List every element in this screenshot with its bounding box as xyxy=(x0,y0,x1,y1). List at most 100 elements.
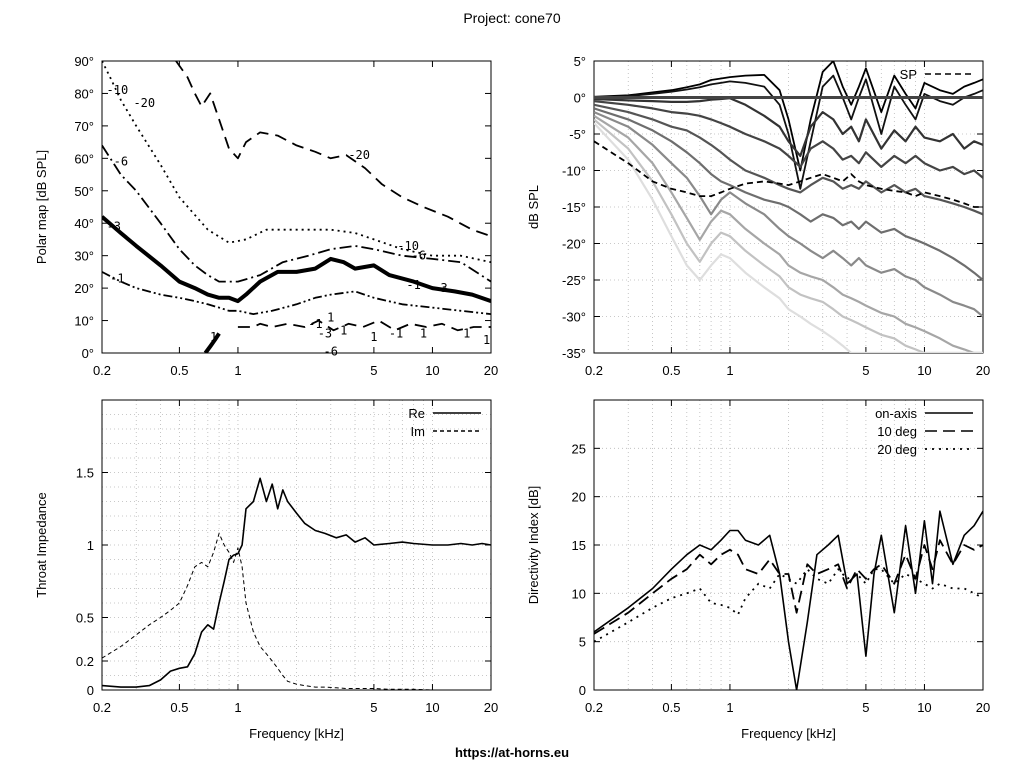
y-tick-label: -30° xyxy=(562,310,586,325)
y-tick-label: -35° xyxy=(562,346,586,361)
legend: on-axis 10 deg 20 deg xyxy=(875,406,973,457)
x-tick-label: 0.5 xyxy=(170,700,188,715)
contour-label: -6 xyxy=(324,344,338,358)
contour-label: 1 xyxy=(420,327,427,341)
y-axis-label: dB SPL xyxy=(526,185,541,229)
legend-label: SP xyxy=(900,67,917,82)
plot-frame xyxy=(101,60,492,354)
contour-label: -1 xyxy=(389,327,403,341)
y-tick-label: 20 xyxy=(572,490,586,505)
y-axis-label: Polar map [dB SPL] xyxy=(34,150,49,264)
page-title: Project: cone70 xyxy=(463,10,560,26)
panel-polar: 0.2 0.5 1 5 10 20 0° 10° 20° 30° 40° 50° 60° 70° 80° 90… xyxy=(34,54,498,378)
y-tick-label: -15° xyxy=(562,200,586,215)
legend-label: 20 deg xyxy=(877,442,917,457)
contour-line-1 xyxy=(203,332,221,353)
contour-label: 1 xyxy=(370,330,377,344)
y-tick-label: -20° xyxy=(562,237,586,252)
y-tick-label: -5° xyxy=(569,127,586,142)
panel-spl: 0.2 0.5 1 5 10 20 5° 0° -5° -10° -15° -20° -25° -30° -… xyxy=(526,54,990,378)
contour-label: -6 xyxy=(411,249,425,263)
x-tick-label: 20 xyxy=(976,700,990,715)
contour-line--10 xyxy=(102,61,491,264)
y-axis-label: Directivity Index [dB] xyxy=(526,486,541,605)
series-line-3 xyxy=(594,100,983,179)
y-tick-label: 40° xyxy=(74,216,94,231)
x-tick-label: 5 xyxy=(862,700,869,715)
contour-line--1 xyxy=(102,271,491,316)
contour-line--20 xyxy=(175,61,491,238)
y-tick-label: 5° xyxy=(574,54,586,69)
plot-area xyxy=(594,510,983,690)
series-line-8 xyxy=(594,118,983,353)
contour-label: -20 xyxy=(133,96,155,110)
y-axis-label: Throat Impedance xyxy=(34,492,49,598)
x-tick-label: 5 xyxy=(370,700,377,715)
series-line-im xyxy=(102,532,491,690)
series-line-on-axis xyxy=(594,510,983,690)
series-line-0 xyxy=(594,61,983,172)
contour-label: 1 xyxy=(340,323,347,337)
series-line-re xyxy=(102,477,491,688)
x-tick-label: 10 xyxy=(425,700,439,715)
x-tick-label: 1 xyxy=(234,363,241,378)
x-tick-label: 20 xyxy=(484,700,498,715)
y-tick-label: 60° xyxy=(74,151,94,166)
series-line-sp xyxy=(594,140,983,208)
y-tick-label: -25° xyxy=(562,273,586,288)
series-line-20-deg xyxy=(594,568,983,643)
legend: Re Im xyxy=(408,406,481,439)
contour-line--3 xyxy=(102,215,491,304)
x-tick-label: 20 xyxy=(484,363,498,378)
y-tick-label: 0 xyxy=(579,683,586,698)
y-tick-label: 1 xyxy=(87,538,94,553)
contour-label: 1 xyxy=(327,310,334,324)
legend: SP xyxy=(900,67,973,82)
x-axis-label: Frequency [kHz] xyxy=(249,726,344,741)
y-tick-label: 90° xyxy=(74,54,94,69)
series-line-4 xyxy=(594,103,983,216)
x-tick-label: 0.2 xyxy=(93,363,111,378)
legend-label: Im xyxy=(411,424,425,439)
x-tick-label: 10 xyxy=(425,363,439,378)
plot-area xyxy=(102,477,491,690)
panel-impedance: 0.2 0.5 1 5 10 20 0 0.2 0.5 1 1.5 Frequency [kHz] Th… xyxy=(34,399,498,741)
y-tick-label: 0 xyxy=(87,683,94,698)
y-tick-label: -10° xyxy=(562,164,586,179)
x-tick-label: 20 xyxy=(976,363,990,378)
y-tick-label: 25 xyxy=(572,441,586,456)
x-tick-label: 10 xyxy=(917,363,931,378)
x-tick-label: 0.5 xyxy=(662,363,680,378)
plot-area xyxy=(102,61,491,353)
contour-label: -3 xyxy=(107,219,121,233)
chart-panels: 0.2 0.5 1 5 10 200°10°20°30°40°50°60°70°80°90… xyxy=(34,54,990,741)
plot-area xyxy=(594,61,983,353)
contour-label: 1 xyxy=(463,327,470,341)
y-tick-label: 0° xyxy=(574,91,586,106)
y-tick-label: 0.2 xyxy=(76,654,94,669)
series-line-1 xyxy=(594,74,983,190)
x-tick-label: 5 xyxy=(370,363,377,378)
contour-label: -20 xyxy=(348,148,370,162)
legend-label: Re xyxy=(408,406,425,421)
x-tick-label: 0.2 xyxy=(585,700,603,715)
y-tick-label: 70° xyxy=(74,119,94,134)
x-tick-label: 1 xyxy=(234,700,241,715)
contour-label: -3 xyxy=(433,281,447,295)
y-tick-label: 20° xyxy=(74,281,94,296)
legend-label: 10 deg xyxy=(877,424,917,439)
contour-label: -1 xyxy=(308,317,322,331)
contour-label: 1 xyxy=(210,330,217,344)
contour-line--6 xyxy=(102,144,491,283)
y-tick-label: 10° xyxy=(74,314,94,329)
x-tick-label: 0.2 xyxy=(93,700,111,715)
y-tick-label: 50° xyxy=(74,184,94,199)
y-tick-label: 0° xyxy=(82,346,94,361)
y-tick-label: 5 xyxy=(579,635,586,650)
x-tick-label: 0.2 xyxy=(585,363,603,378)
x-tick-label: 1 xyxy=(726,363,733,378)
x-tick-label: 1 xyxy=(726,700,733,715)
y-tick-label: 1.5 xyxy=(76,466,94,481)
legend-label: on-axis xyxy=(875,406,917,421)
